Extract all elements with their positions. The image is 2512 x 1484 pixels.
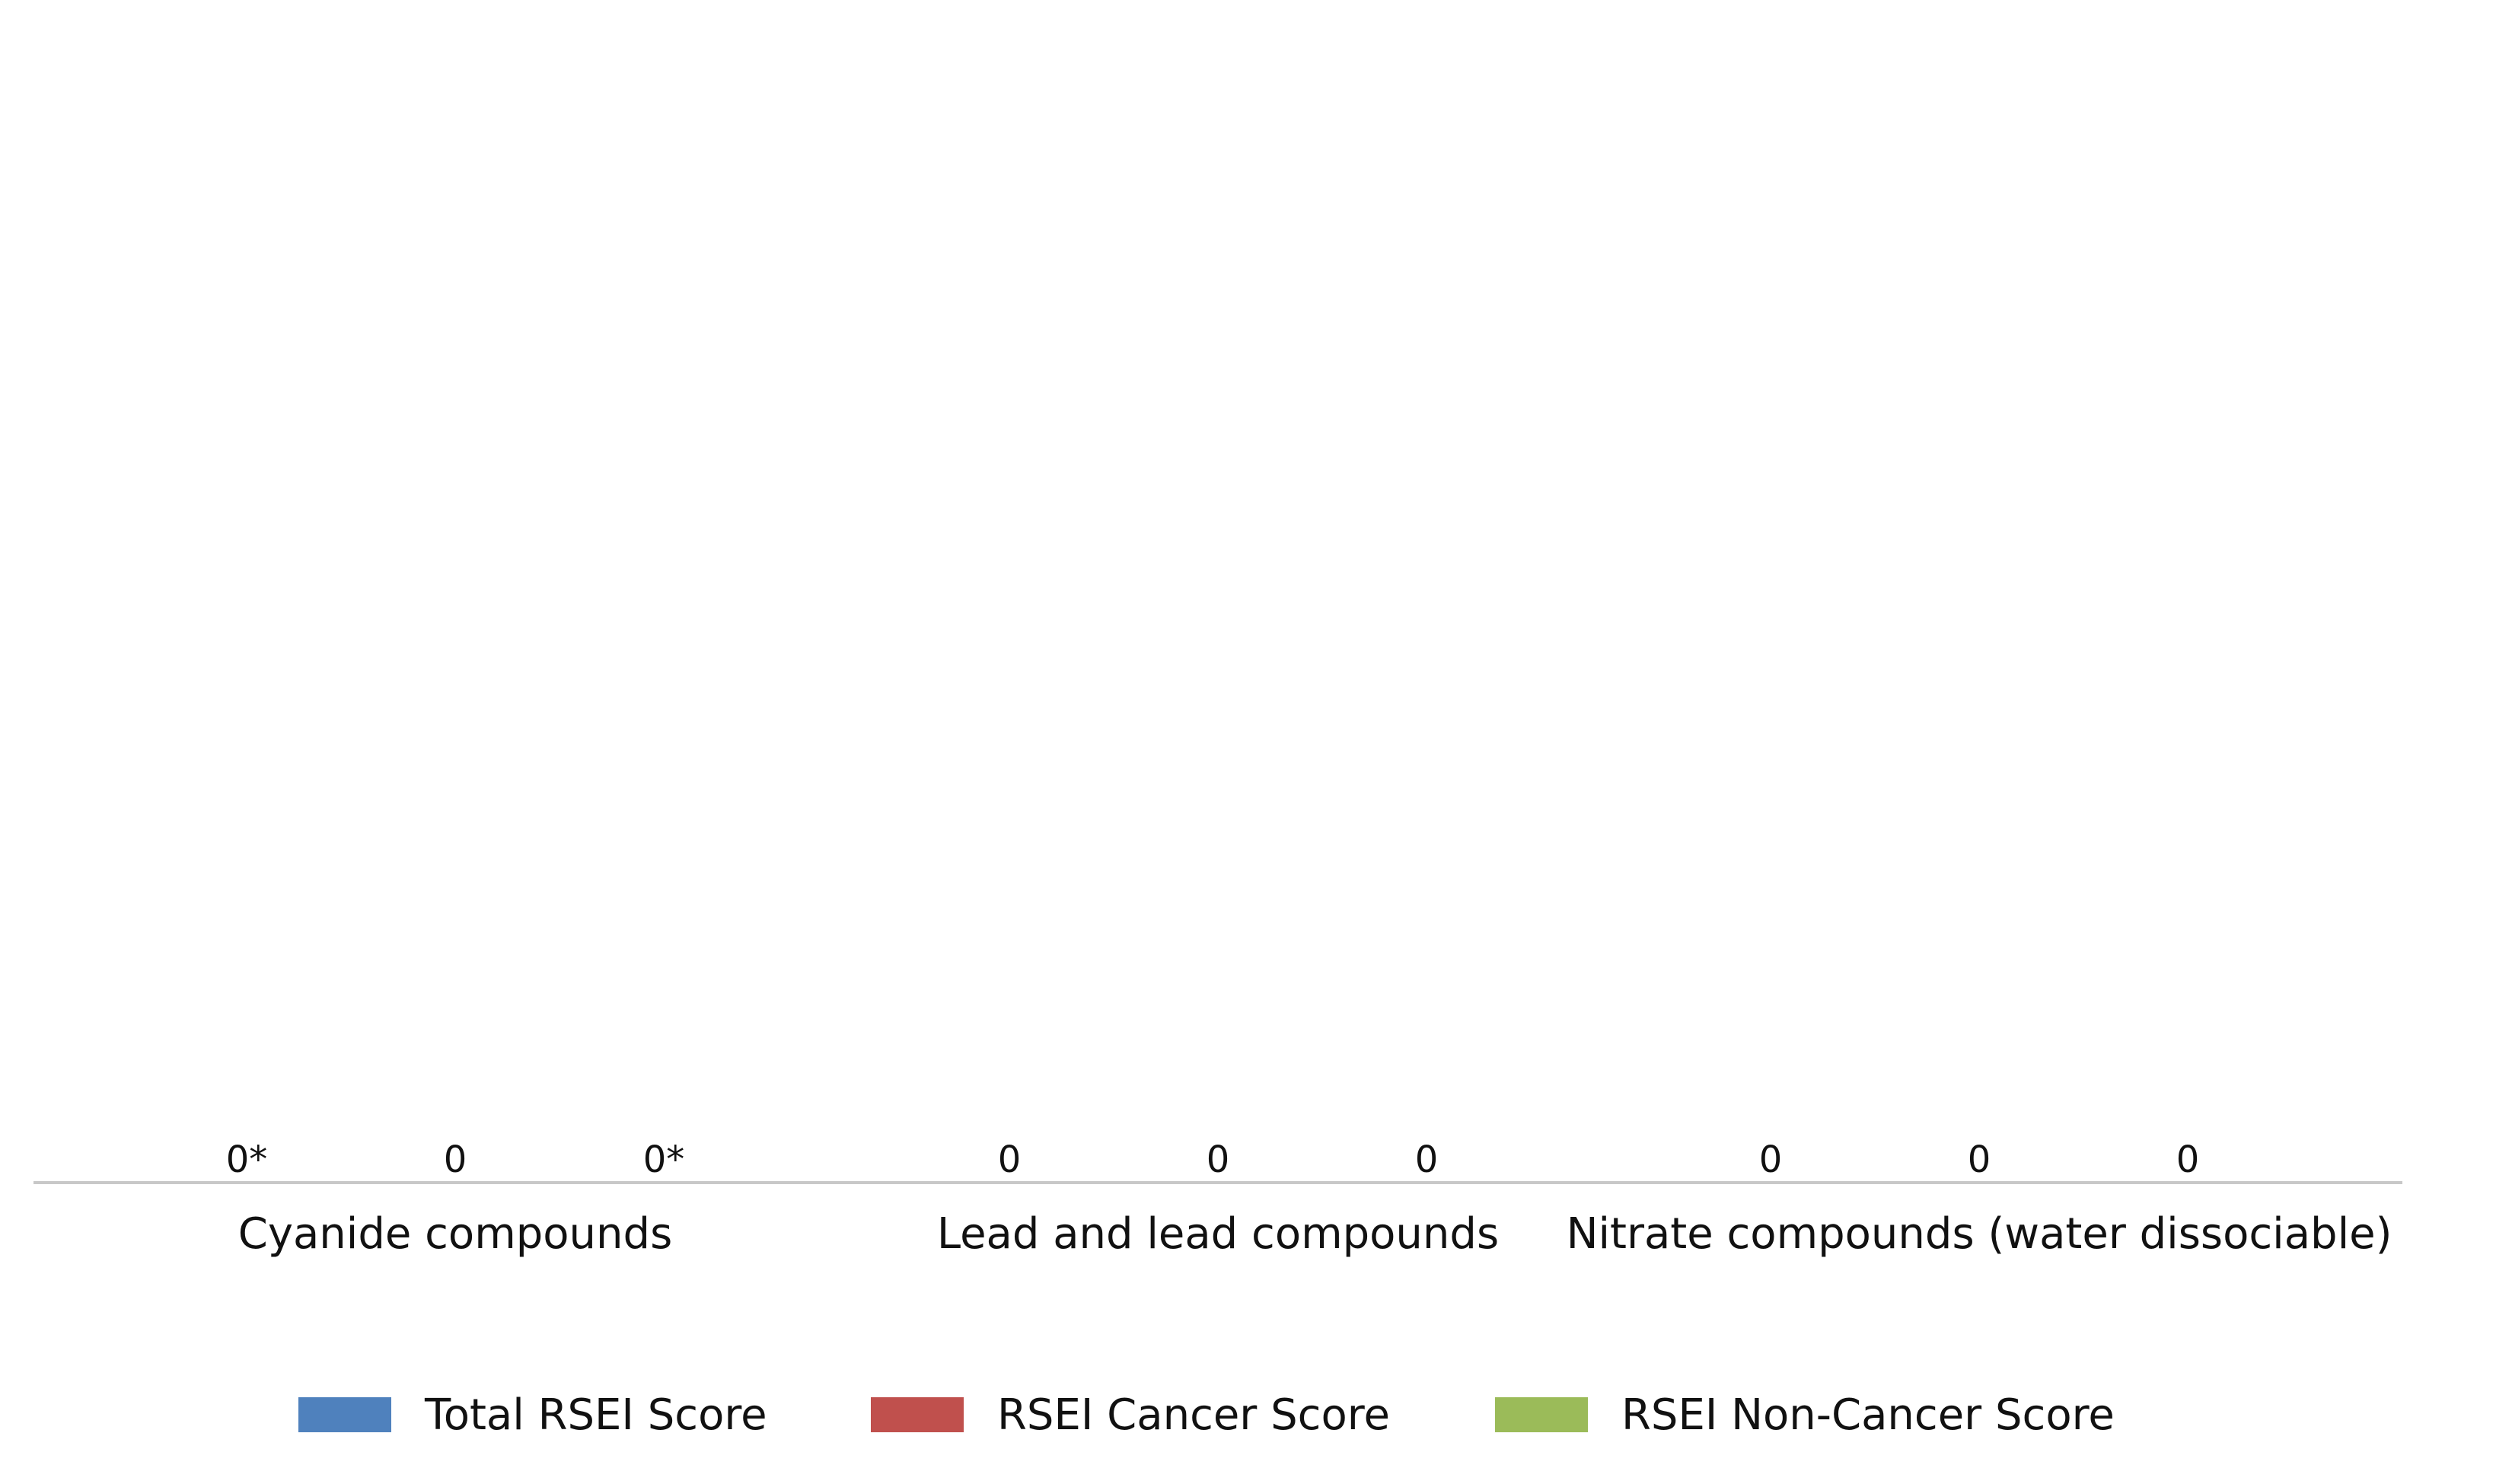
legend: Total RSEI Score RSEI Cancer Score RSEI No… [298,1390,2115,1440]
legend-swatch-rsei-cancer-score [871,1397,964,1432]
legend-label-rsei-cancer-score: RSEI Cancer Score [997,1390,1390,1440]
category-label-cyanide-compounds: Cyanide compounds [238,1209,673,1259]
data-label-total-rsei-score-lead-and-lead-compounds: 0 [998,1138,1022,1181]
legend-swatch-rsei-non-cancer-score [1495,1397,1588,1432]
data-labels-layer: 0* 0 0* 0 0 0 0 0 0 [226,1138,2200,1181]
data-label-rsei-cancer-score-nitrate-compounds-water-dissociable: 0 [1968,1138,1991,1181]
data-label-rsei-non-cancer-score-cyanide-compounds: 0* [643,1138,685,1181]
data-label-rsei-non-cancer-score-lead-and-lead-compounds: 0 [1415,1138,1439,1181]
legend-label-rsei-non-cancer-score: RSEI Non-Cancer Score [1621,1390,2115,1440]
category-label-nitrate-compounds-water-dissociable: Nitrate compounds (water dissociable) [1567,1209,2392,1259]
category-labels-layer: Cyanide compounds Lead and lead compounds… [238,1209,2392,1259]
legend-label-total-rsei-score: Total RSEI Score [424,1390,767,1440]
legend-item-rsei-cancer-score: RSEI Cancer Score [871,1390,1390,1440]
category-label-lead-and-lead-compounds: Lead and lead compounds [937,1209,1499,1259]
legend-item-total-rsei-score: Total RSEI Score [298,1390,767,1440]
data-label-rsei-cancer-score-lead-and-lead-compounds: 0 [1207,1138,1230,1181]
data-label-rsei-non-cancer-score-nitrate-compounds-water-dissociable: 0 [2176,1138,2200,1181]
data-label-rsei-cancer-score-cyanide-compounds: 0 [444,1138,467,1181]
data-label-total-rsei-score-cyanide-compounds: 0* [226,1138,268,1181]
legend-swatch-total-rsei-score [298,1397,391,1432]
legend-item-rsei-non-cancer-score: RSEI Non-Cancer Score [1495,1390,2115,1440]
data-label-total-rsei-score-nitrate-compounds-water-dissociable: 0 [1759,1138,1783,1181]
